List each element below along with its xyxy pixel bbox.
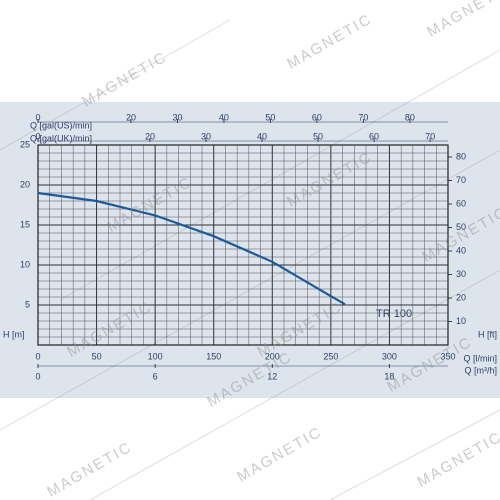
top-tick-label: 70: [358, 112, 368, 122]
y2-tick-label: 40: [456, 245, 466, 255]
y-tick-label: 20: [20, 179, 30, 189]
curve: [37, 191, 346, 306]
x2-axis-label: Q [m³/h]: [464, 365, 497, 375]
x-axis-label: Q [l/min]: [463, 353, 497, 363]
x-tick-label: 300: [382, 351, 397, 361]
y-tick-label: 10: [20, 259, 30, 269]
top-tick-label: 30: [172, 112, 182, 122]
y2-axis-label: H [ft]: [478, 329, 497, 339]
top-tick-label: 60: [312, 112, 322, 122]
top-tick-label: 20: [126, 112, 136, 122]
y-axis-label: H [m]: [3, 329, 25, 339]
x-tick-label: 150: [206, 351, 221, 361]
x-tick-label: 350: [440, 351, 455, 361]
top-tick-label: 50: [265, 112, 275, 122]
y2-tick-label: 80: [456, 151, 466, 161]
series-label: TR 100: [376, 308, 412, 320]
watermark: MAGNETIC: [44, 438, 135, 500]
y-tick-label: 5: [25, 299, 30, 309]
y-tick-label: 15: [20, 219, 30, 229]
top-axis-label: Q [gal(US)/min]: [30, 120, 92, 130]
y2-tick-label: 20: [456, 292, 466, 302]
x-tick-label: 50: [92, 351, 102, 361]
watermark: MAGNETIC: [414, 428, 500, 490]
top-tick-label: 20: [145, 131, 155, 141]
watermark: MAGNETIC: [424, 0, 500, 41]
top-tick-label: 80: [405, 112, 415, 122]
x-tick-label: 100: [148, 351, 163, 361]
top-tick-label: 0: [35, 112, 40, 122]
y2-tick-label: 30: [456, 269, 466, 279]
watermark: MAGNETIC: [234, 423, 325, 485]
x2-tick-label: 0: [35, 371, 40, 381]
panel: [0, 102, 500, 398]
x2-tick-label: 18: [384, 371, 394, 381]
y2-tick-label: 60: [456, 198, 466, 208]
top-tick-label: 40: [219, 112, 229, 122]
plot-frame: [37, 144, 449, 346]
y2-tick-label: 50: [456, 222, 466, 232]
x-tick-label: 200: [265, 351, 280, 361]
top-axis-label: Q [gal(UK)/min]: [30, 133, 92, 143]
watermark: MAGNETIC: [284, 10, 375, 72]
x-tick-label: 0: [35, 351, 40, 361]
x-tick-label: 250: [323, 351, 338, 361]
x2-tick-label: 6: [153, 371, 158, 381]
y2-tick-label: 10: [456, 316, 466, 326]
top-tick-label: 50: [313, 131, 323, 141]
y-tick-label: 25: [20, 139, 30, 149]
x2-tick-label: 12: [267, 371, 277, 381]
watermark: MAGNETIC: [79, 48, 170, 110]
y2-tick-label: 70: [456, 175, 466, 185]
top-tick-label: 60: [369, 131, 379, 141]
top-tick-label: 0: [35, 131, 40, 141]
watermark-lines: [0, 19, 500, 500]
top-tick-label: 30: [201, 131, 211, 141]
top-tick-label: 40: [257, 131, 267, 141]
top-tick-label: 70: [425, 131, 435, 141]
